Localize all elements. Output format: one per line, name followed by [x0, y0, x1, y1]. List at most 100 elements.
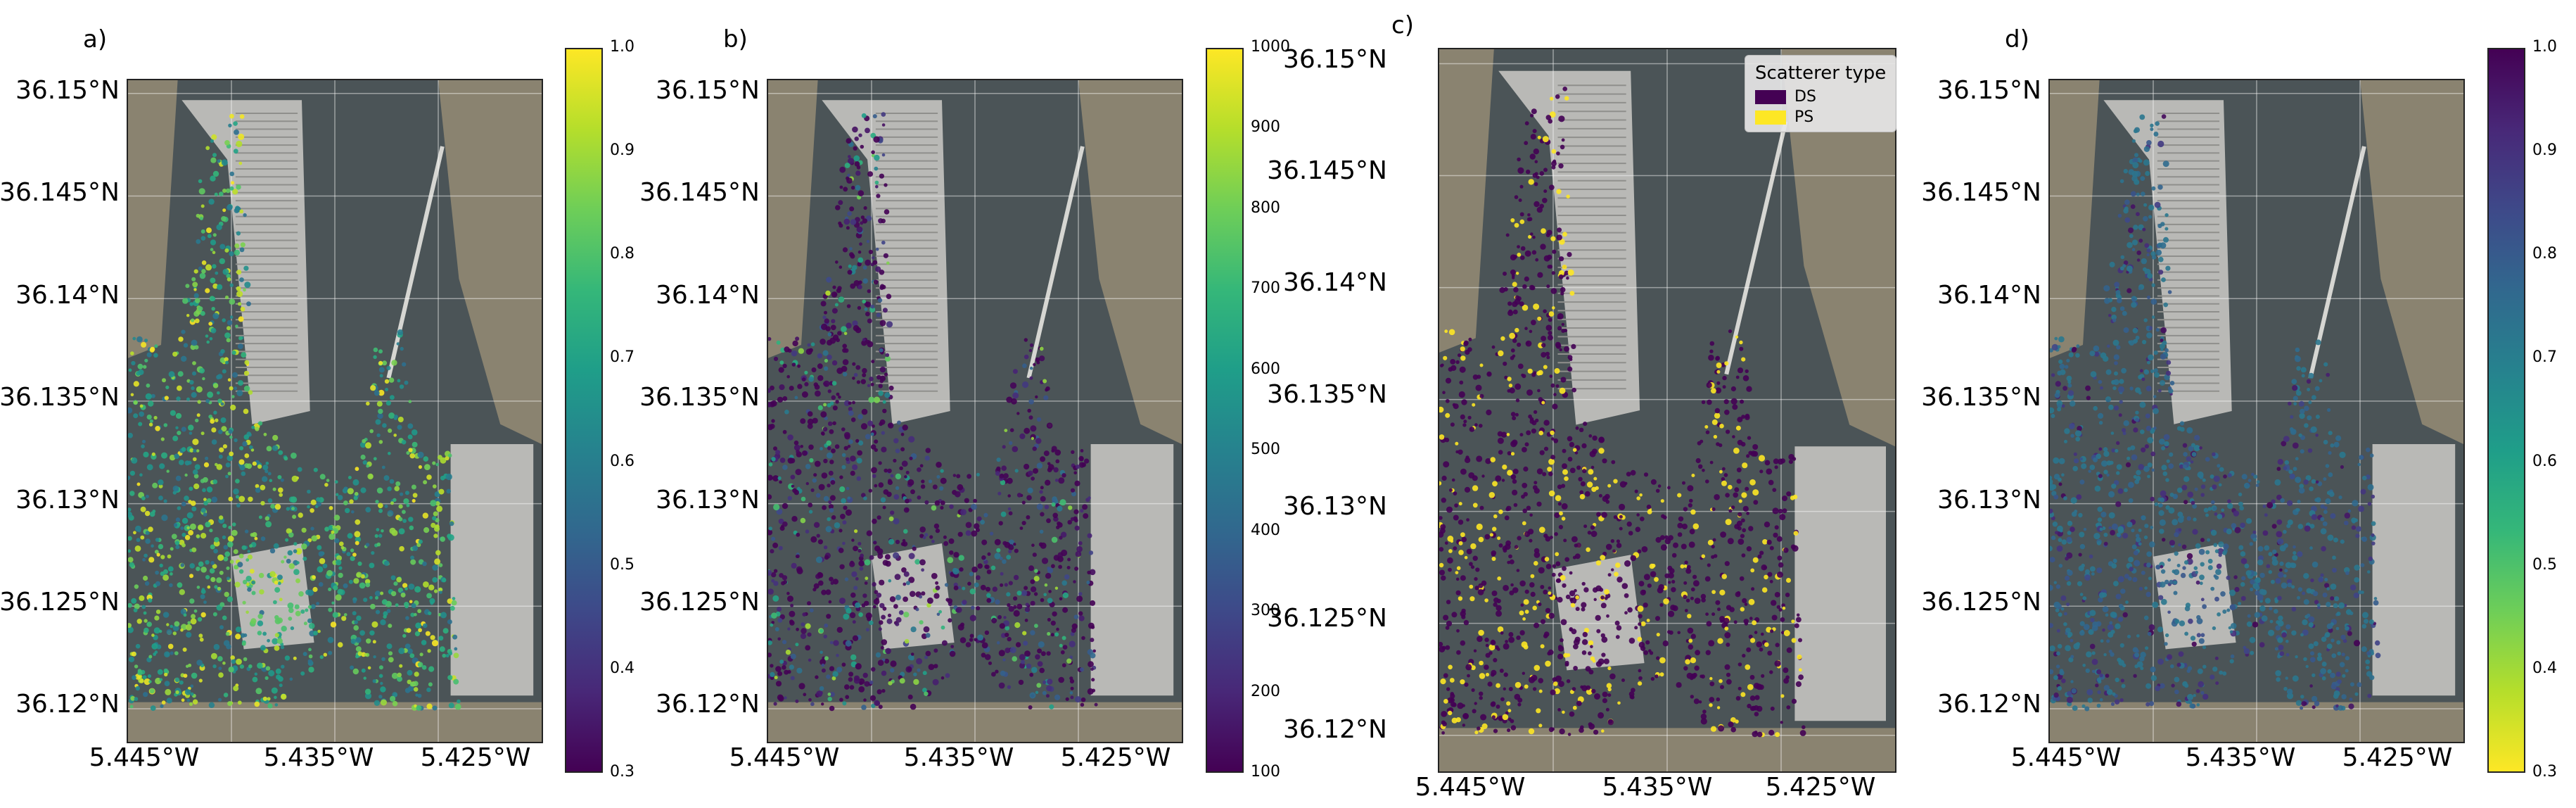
- scatterer-point: [189, 448, 194, 453]
- scatterer-point: [275, 668, 281, 674]
- scatterer-point: [364, 652, 368, 657]
- scatterer-point: [1053, 467, 1059, 473]
- scatterer-point: [2157, 626, 2164, 633]
- scatterer-point: [2117, 298, 2122, 303]
- scatterer-point: [1469, 596, 1475, 602]
- scatterer-point: [941, 625, 945, 630]
- scatterer-point: [128, 557, 134, 563]
- scatterer-point: [1512, 587, 1519, 593]
- scatterer-point: [1741, 553, 1746, 557]
- scatterer-point: [2181, 544, 2187, 550]
- scatterer-point: [239, 277, 244, 282]
- scatterer-point: [2333, 441, 2340, 448]
- scatterer-point: [1517, 253, 1522, 257]
- scatterer-point: [921, 591, 926, 596]
- scatterer-point: [919, 620, 924, 625]
- lat-label: 36.135°N: [639, 383, 760, 412]
- terminal-area: [1553, 555, 1645, 671]
- land-area: [768, 702, 1182, 742]
- scatterer-point: [1000, 583, 1004, 587]
- scatterer-point: [981, 652, 986, 658]
- scatterer-point: [1576, 465, 1581, 470]
- scatterer-point: [2112, 339, 2119, 346]
- scatterer-point: [2052, 522, 2058, 527]
- scatterer-point: [1007, 507, 1012, 511]
- scatterer-point: [240, 242, 246, 248]
- scatterer-point: [288, 529, 293, 534]
- scatterer-point: [1735, 591, 1741, 598]
- scatterer-point: [855, 663, 862, 670]
- scatterer-point: [2057, 643, 2062, 649]
- scatterer-point: [1068, 505, 1073, 510]
- scatterer-point: [1045, 573, 1052, 579]
- scatterer-point: [1591, 688, 1596, 694]
- scatterer-point: [873, 279, 879, 285]
- scatterer-point: [1730, 386, 1736, 392]
- scatterer-point: [1516, 635, 1521, 640]
- scatterer-point: [935, 528, 941, 534]
- scatterer-point: [865, 127, 870, 134]
- scatterer-point: [843, 400, 850, 407]
- scatterer-point: [852, 464, 858, 470]
- scatterer-point: [1524, 327, 1528, 331]
- scatterer-point: [1564, 476, 1569, 481]
- scatterer-point: [820, 411, 827, 418]
- scatterer-point: [1726, 678, 1732, 685]
- colorbar-tick-label: 200: [1251, 682, 1280, 700]
- scatterer-point: [2058, 482, 2062, 486]
- scatterer-point: [1517, 167, 1524, 174]
- scatterer-point: [2333, 603, 2338, 608]
- scatterer-point: [1680, 564, 1685, 569]
- scatterer-point: [2150, 667, 2156, 673]
- scatterer-point: [2091, 659, 2098, 665]
- scatterer-point: [1557, 653, 1564, 659]
- scatterer-point: [378, 360, 383, 365]
- scatterer-point: [189, 302, 193, 306]
- scatterer-point: [1443, 355, 1448, 360]
- scatterer-point: [857, 257, 864, 263]
- scatterer-point: [1566, 679, 1571, 683]
- scatterer-point: [1088, 550, 1094, 555]
- scatterer-point: [233, 121, 238, 126]
- scatterer-point: [870, 444, 876, 450]
- scatterer-point: [822, 505, 827, 510]
- scatterer-point: [831, 515, 836, 520]
- scatterer-point: [1601, 652, 1606, 657]
- scatterer-point: [2159, 438, 2165, 445]
- scatterer-point: [1600, 595, 1605, 600]
- scatterer-point: [2096, 541, 2101, 545]
- scatterer-point: [831, 360, 838, 366]
- map-panel-c[interactable]: [1438, 48, 1896, 773]
- scatterer-point: [305, 608, 309, 612]
- scatterer-point: [197, 617, 203, 622]
- map-panel-a[interactable]: [127, 79, 543, 743]
- scatterer-point: [1443, 614, 1449, 621]
- scatterer-point: [1640, 621, 1646, 626]
- scatterer-point: [1684, 609, 1688, 612]
- scatterer-point: [2360, 563, 2365, 567]
- scatterer-point: [1539, 450, 1545, 455]
- scatterer-point: [821, 589, 827, 595]
- scatterer-point: [390, 395, 395, 400]
- scatterer-point: [1460, 355, 1466, 361]
- map-panel-b[interactable]: [767, 79, 1183, 743]
- scatterer-point: [133, 413, 139, 419]
- scatterer-point: [1002, 559, 1007, 564]
- scatterer-point: [2115, 677, 2119, 683]
- scatterer-point: [878, 705, 883, 709]
- scatterer-point: [224, 295, 229, 300]
- scatterer-point: [1507, 728, 1511, 733]
- scatterer-point: [1087, 688, 1094, 695]
- scatterer-point: [1007, 685, 1012, 689]
- scatterer-point: [936, 475, 941, 479]
- map-panel-d[interactable]: [2048, 79, 2465, 743]
- scatterer-point: [843, 505, 848, 510]
- land-area: [438, 80, 542, 444]
- scatterer-point: [271, 687, 278, 694]
- scatterer-point: [1560, 575, 1566, 581]
- scatterer-point: [1547, 467, 1552, 472]
- scatterer-point: [174, 453, 179, 460]
- scatterer-point: [1029, 692, 1036, 699]
- scatterer-point: [366, 638, 371, 644]
- scatterer-point: [1634, 489, 1638, 493]
